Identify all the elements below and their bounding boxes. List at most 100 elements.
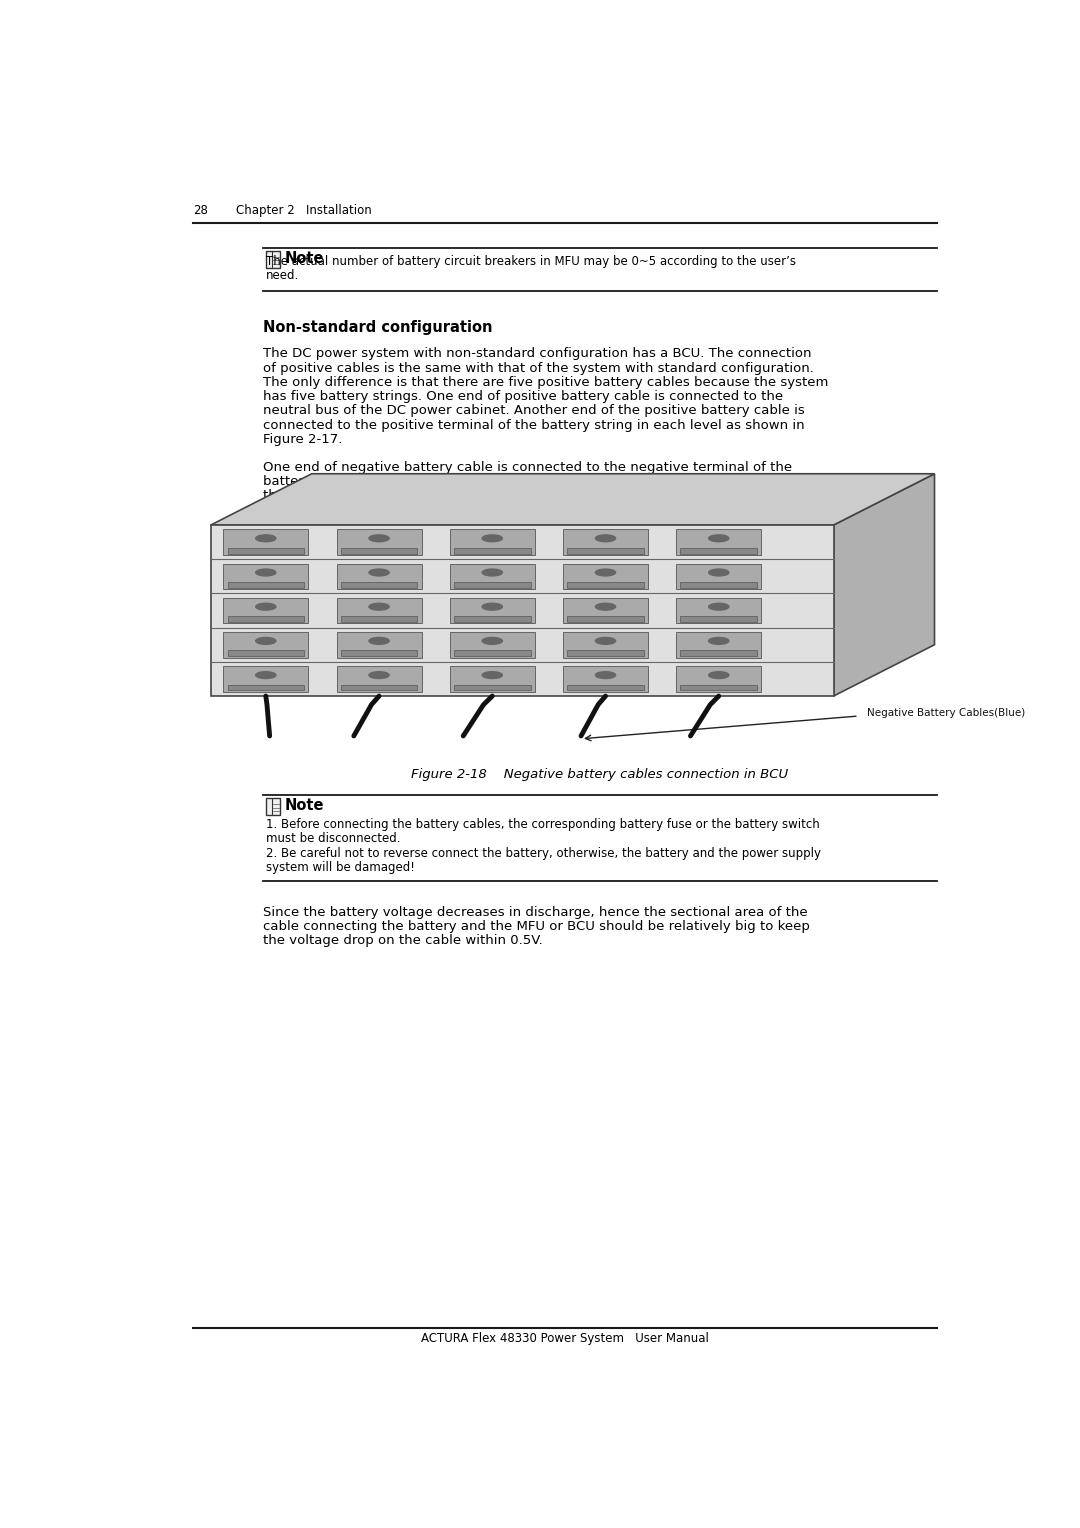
- FancyBboxPatch shape: [266, 798, 280, 814]
- Circle shape: [482, 535, 502, 542]
- Circle shape: [369, 535, 389, 542]
- Polygon shape: [337, 597, 421, 623]
- Circle shape: [369, 637, 389, 645]
- Polygon shape: [563, 633, 648, 657]
- Polygon shape: [563, 666, 648, 692]
- Circle shape: [708, 604, 729, 610]
- Polygon shape: [563, 529, 648, 555]
- Polygon shape: [567, 651, 644, 656]
- Circle shape: [595, 568, 616, 576]
- Polygon shape: [224, 666, 308, 692]
- Polygon shape: [454, 616, 530, 622]
- Text: need.: need.: [266, 269, 299, 283]
- Circle shape: [369, 568, 389, 576]
- Text: cable connecting the battery and the MFU or BCU should be relatively big to keep: cable connecting the battery and the MFU…: [262, 920, 810, 934]
- Circle shape: [708, 568, 729, 576]
- Polygon shape: [337, 633, 421, 657]
- Circle shape: [256, 604, 275, 610]
- Text: The actual number of battery circuit breakers in MFU may be 0~5 according to the: The actual number of battery circuit bre…: [266, 255, 796, 267]
- Polygon shape: [341, 549, 417, 553]
- Polygon shape: [567, 582, 644, 588]
- Text: neutral bus of the DC power cabinet. Another end of the positive battery cable i: neutral bus of the DC power cabinet. Ano…: [262, 405, 805, 417]
- Circle shape: [369, 672, 389, 678]
- Text: 2. Be careful not to reverse connect the battery, otherwise, the battery and the: 2. Be careful not to reverse connect the…: [266, 847, 821, 860]
- Text: the voltage drop on the cable within 0.5V.: the voltage drop on the cable within 0.5…: [262, 935, 542, 947]
- Text: battery string in each level as shown in Figure 2-17. Another end is connected t: battery string in each level as shown in…: [262, 475, 804, 487]
- Text: Note: Note: [284, 798, 324, 813]
- Polygon shape: [449, 633, 535, 657]
- Text: Figure 2-17.: Figure 2-17.: [262, 432, 342, 446]
- Text: connected to the positive terminal of the battery string in each level as shown : connected to the positive terminal of th…: [262, 419, 805, 431]
- Polygon shape: [449, 597, 535, 623]
- Circle shape: [256, 535, 275, 542]
- Polygon shape: [563, 597, 648, 623]
- Polygon shape: [454, 685, 530, 691]
- Polygon shape: [454, 549, 530, 553]
- Text: ACTURA Flex 48330 Power System   User Manual: ACTURA Flex 48330 Power System User Manu…: [421, 1332, 710, 1345]
- Circle shape: [256, 568, 275, 576]
- Circle shape: [708, 535, 729, 542]
- Polygon shape: [680, 685, 757, 691]
- Polygon shape: [567, 685, 644, 691]
- Polygon shape: [211, 526, 834, 697]
- Circle shape: [482, 637, 502, 645]
- Text: Negative Battery Cables(Blue): Negative Battery Cables(Blue): [867, 707, 1025, 718]
- Polygon shape: [454, 651, 530, 656]
- Text: Note: Note: [284, 251, 324, 266]
- Text: The DC power system with non-standard configuration has a BCU. The connection: The DC power system with non-standard co…: [262, 347, 811, 361]
- Polygon shape: [228, 685, 305, 691]
- Text: system will be damaged!: system will be damaged!: [266, 860, 415, 874]
- Text: Non-standard configuration: Non-standard configuration: [262, 321, 492, 336]
- Polygon shape: [676, 666, 761, 692]
- Text: 1. Before connecting the battery cables, the corresponding battery fuse or the b: 1. Before connecting the battery cables,…: [266, 817, 820, 831]
- Polygon shape: [454, 582, 530, 588]
- Polygon shape: [676, 633, 761, 657]
- Polygon shape: [337, 564, 421, 590]
- Polygon shape: [337, 529, 421, 555]
- Polygon shape: [676, 529, 761, 555]
- FancyBboxPatch shape: [266, 251, 280, 267]
- Circle shape: [595, 672, 616, 678]
- Circle shape: [482, 672, 502, 678]
- Text: the BCU as shown in Figure 2-18. The connection has already been done in: the BCU as shown in Figure 2-18. The con…: [262, 489, 765, 503]
- Circle shape: [595, 535, 616, 542]
- Polygon shape: [680, 651, 757, 656]
- Text: has five battery strings. One end of positive battery cable is connected to the: has five battery strings. One end of pos…: [262, 390, 783, 403]
- Circle shape: [256, 637, 275, 645]
- Polygon shape: [228, 651, 305, 656]
- Polygon shape: [224, 564, 308, 590]
- Polygon shape: [449, 529, 535, 555]
- Polygon shape: [834, 474, 934, 697]
- Circle shape: [595, 637, 616, 645]
- Circle shape: [256, 672, 275, 678]
- Polygon shape: [341, 582, 417, 588]
- Polygon shape: [680, 582, 757, 588]
- Polygon shape: [567, 549, 644, 553]
- Polygon shape: [676, 597, 761, 623]
- Polygon shape: [341, 651, 417, 656]
- Text: The only difference is that there are five positive battery cables because the s: The only difference is that there are fi…: [262, 376, 828, 388]
- Polygon shape: [449, 666, 535, 692]
- Polygon shape: [228, 582, 305, 588]
- Circle shape: [482, 568, 502, 576]
- Text: must be disconnected.: must be disconnected.: [266, 833, 401, 845]
- Polygon shape: [228, 549, 305, 553]
- Text: One end of negative battery cable is connected to the negative terminal of the: One end of negative battery cable is con…: [262, 461, 792, 474]
- Polygon shape: [676, 564, 761, 590]
- Polygon shape: [211, 474, 934, 526]
- Polygon shape: [224, 529, 308, 555]
- Polygon shape: [224, 633, 308, 657]
- Text: 28: 28: [193, 205, 208, 217]
- Polygon shape: [680, 549, 757, 553]
- Polygon shape: [680, 616, 757, 622]
- Circle shape: [482, 604, 502, 610]
- Polygon shape: [563, 564, 648, 590]
- Polygon shape: [449, 564, 535, 590]
- Text: Since the battery voltage decreases in discharge, hence the sectional area of th: Since the battery voltage decreases in d…: [262, 906, 808, 918]
- Circle shape: [595, 604, 616, 610]
- Circle shape: [708, 672, 729, 678]
- Polygon shape: [567, 616, 644, 622]
- Text: Chapter 2   Installation: Chapter 2 Installation: [235, 205, 372, 217]
- Polygon shape: [341, 616, 417, 622]
- Text: Figure 2-18    Negative battery cables connection in BCU: Figure 2-18 Negative battery cables conn…: [411, 769, 788, 781]
